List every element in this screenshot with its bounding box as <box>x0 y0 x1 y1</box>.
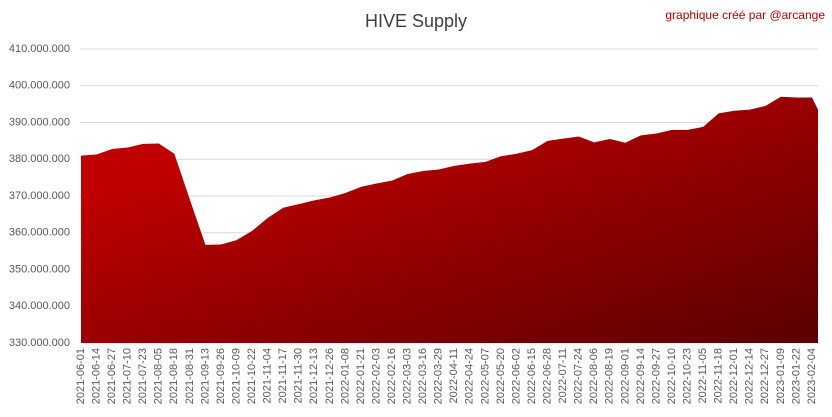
x-tick-label: 2021-07-23 <box>137 348 149 404</box>
x-tick-label: 2022-09-14 <box>635 348 647 404</box>
x-tick-label: 2022-04-24 <box>464 348 476 404</box>
y-tick-label: 370.000.000 <box>9 190 70 202</box>
x-tick-label: 2022-06-02 <box>510 348 522 404</box>
x-tick-label: 2022-01-21 <box>355 348 367 404</box>
y-tick-label: 330.000.000 <box>9 337 70 349</box>
x-tick-label: 2022-05-20 <box>495 348 507 404</box>
x-tick-label: 2021-11-04 <box>262 348 274 403</box>
x-tick-label: 2022-06-15 <box>526 348 538 404</box>
x-tick-label: 2022-10-10 <box>666 348 678 404</box>
x-tick-label: 2021-08-05 <box>153 348 165 404</box>
x-tick-label: 2021-10-22 <box>246 348 258 404</box>
y-tick-label: 350.000.000 <box>9 263 70 275</box>
y-tick-label: 390.000.000 <box>9 116 70 128</box>
x-tick-label: 2022-11-05 <box>697 348 709 403</box>
x-tick-label: 2021-11-30 <box>293 348 305 403</box>
x-tick-label: 2021-12-13 <box>308 348 320 404</box>
annotation: graphique créé par @arcange <box>665 8 825 22</box>
x-tick-label: 2023-02-04 <box>806 348 818 404</box>
x-tick-label: 2023-01-09 <box>775 348 787 404</box>
y-tick-label: 380.000.000 <box>9 153 70 165</box>
x-tick-label: 2022-09-27 <box>650 348 662 404</box>
x-tick-label: 2022-03-03 <box>402 348 414 404</box>
x-tick-label: 2022-07-11 <box>557 348 569 403</box>
x-tick-label: 2021-08-31 <box>184 348 196 404</box>
x-tick-label: 2022-07-24 <box>573 348 585 404</box>
x-tick-label: 2022-03-16 <box>417 348 429 404</box>
x-tick-label: 2021-09-13 <box>199 348 211 404</box>
x-tick-label: 2021-10-09 <box>230 348 242 404</box>
x-tick-label: 2022-12-01 <box>728 348 740 404</box>
chart-title: HIVE Supply <box>365 11 467 31</box>
x-tick-label: 2021-11-17 <box>277 348 289 403</box>
x-tick-label: 2022-12-27 <box>759 348 771 404</box>
x-tick-label: 2021-08-18 <box>168 348 180 404</box>
x-tick-label: 2022-02-16 <box>386 348 398 404</box>
x-tick-label: 2022-05-07 <box>479 348 491 404</box>
area <box>81 96 818 344</box>
x-tick-label: 2021-07-10 <box>122 348 134 404</box>
x-tick-label: 2021-06-14 <box>90 348 102 404</box>
x-tick-label: 2021-12-26 <box>324 348 336 404</box>
x-tick-label: 2022-03-29 <box>433 348 445 404</box>
x-tick-label: 2022-06-28 <box>542 348 554 404</box>
y-tick-label: 360.000.000 <box>9 227 70 239</box>
x-tick-label: 2021-06-01 <box>75 348 87 404</box>
x-tick-label: 2023-01-22 <box>790 348 802 404</box>
x-tick-label: 2022-09-01 <box>619 348 631 404</box>
x-tick-label: 2022-04-11 <box>448 348 460 403</box>
x-tick-label: 2022-02-03 <box>370 348 382 404</box>
y-tick-label: 400.000.000 <box>9 80 70 92</box>
x-tick-label: 2022-08-06 <box>588 348 600 404</box>
x-tick-label: 2021-09-26 <box>215 348 227 404</box>
y-tick-label: 410.000.000 <box>9 43 70 55</box>
x-tick-label: 2022-10-23 <box>681 348 693 404</box>
x-tick-label: 2022-08-19 <box>604 348 616 404</box>
x-tick-label: 2022-12-14 <box>744 348 756 404</box>
y-tick-label: 340.000.000 <box>9 300 70 312</box>
x-tick-label: 2022-11-18 <box>713 348 725 403</box>
x-tick-label: 2022-01-08 <box>339 348 351 404</box>
x-tick-label: 2021-06-27 <box>106 348 118 404</box>
